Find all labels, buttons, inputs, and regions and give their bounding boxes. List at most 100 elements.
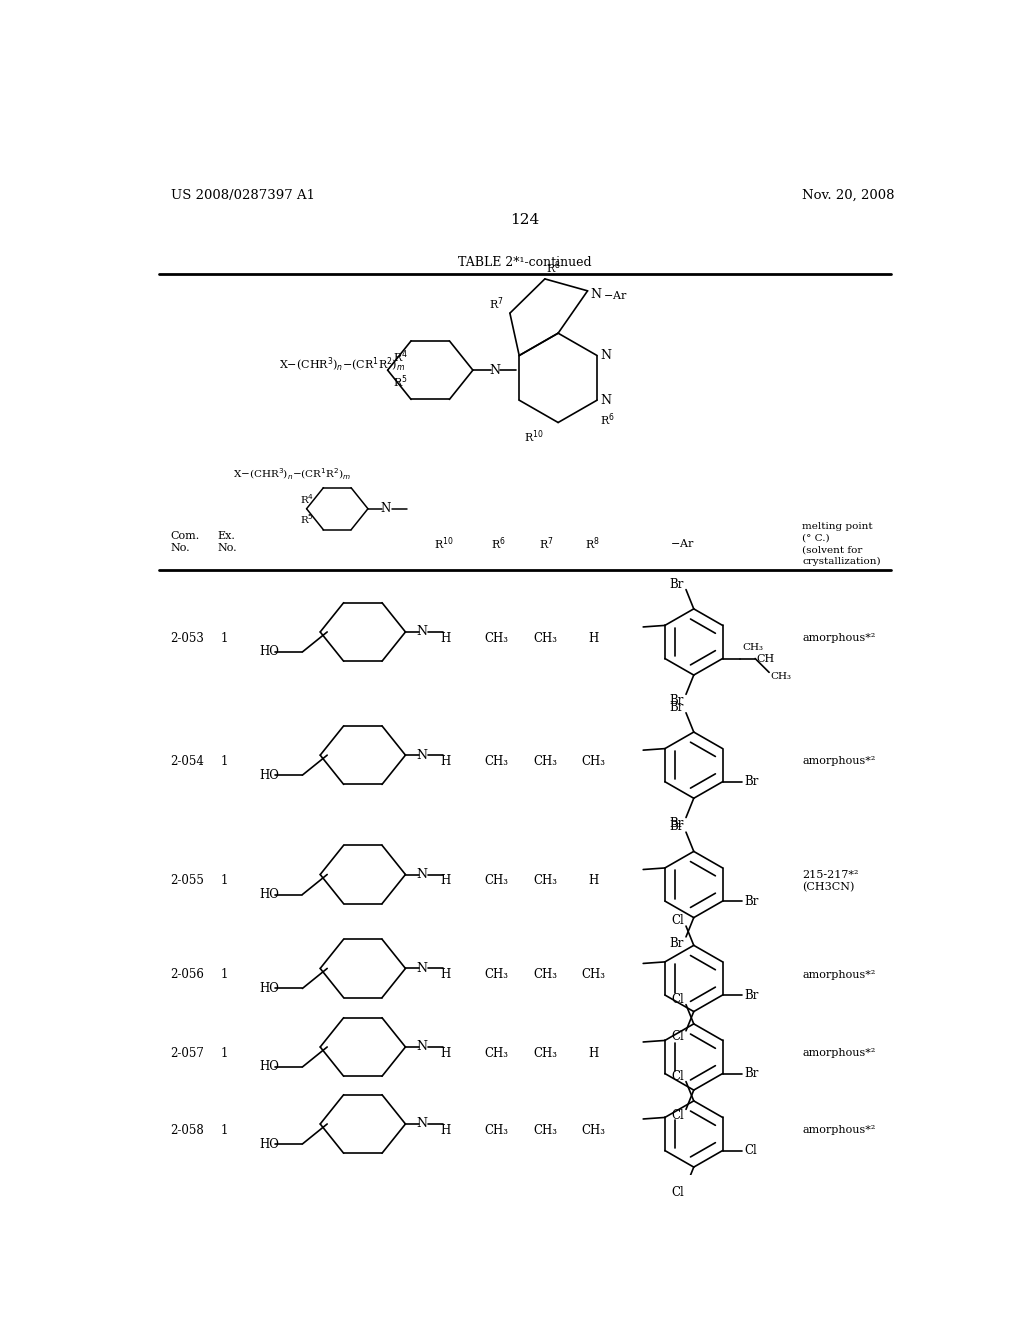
Text: Cl: Cl (671, 915, 684, 927)
Text: R$^8$: R$^8$ (586, 535, 600, 552)
Text: R$^{10}$: R$^{10}$ (524, 428, 544, 445)
Text: TABLE 2*¹-continued: TABLE 2*¹-continued (458, 256, 592, 269)
Text: Br: Br (744, 775, 759, 788)
Text: (solvent for: (solvent for (802, 545, 862, 554)
Text: CH₃: CH₃ (532, 1047, 557, 1060)
Text: R$^5$: R$^5$ (393, 374, 408, 389)
Text: CH₃: CH₃ (484, 1047, 508, 1060)
Text: amorphous*²: amorphous*² (802, 970, 876, 979)
Text: Br: Br (670, 701, 684, 714)
Text: H: H (440, 874, 451, 887)
Text: 215-217*²: 215-217*² (802, 870, 859, 879)
Text: R$^7$: R$^7$ (539, 535, 554, 552)
Text: Cl: Cl (671, 1069, 684, 1082)
Text: H: H (588, 631, 598, 644)
Text: R$^6$: R$^6$ (600, 411, 615, 428)
Text: N: N (380, 502, 390, 515)
Text: CH: CH (757, 653, 775, 664)
Text: 2-058: 2-058 (171, 1123, 205, 1137)
Text: 2-055: 2-055 (171, 874, 205, 887)
Text: Br: Br (670, 694, 684, 708)
Text: CH₃: CH₃ (581, 968, 605, 981)
Text: R$^{10}$: R$^{10}$ (434, 535, 454, 552)
Text: R$^5$: R$^5$ (300, 512, 314, 525)
Text: R$^8$: R$^8$ (547, 259, 561, 276)
Text: Cl: Cl (671, 1031, 684, 1044)
Text: melting point: melting point (802, 521, 872, 531)
Text: HO: HO (260, 768, 280, 781)
Text: X$-$(CHR$^3$)$_n$$-$(CR$^1$R$^2$)$_m$: X$-$(CHR$^3$)$_n$$-$(CR$^1$R$^2$)$_m$ (280, 355, 406, 374)
Text: 2-056: 2-056 (171, 968, 205, 981)
Text: Br: Br (744, 1067, 759, 1080)
Text: Br: Br (670, 936, 684, 949)
Text: HO: HO (260, 1138, 280, 1151)
Text: amorphous*²: amorphous*² (802, 756, 876, 767)
Text: CH₃: CH₃ (532, 755, 557, 768)
Text: CH₃: CH₃ (484, 1123, 508, 1137)
Text: (° C.): (° C.) (802, 533, 829, 543)
Text: No.: No. (217, 543, 237, 553)
Text: X$-$(CHR$^3$)$_n$$-$(CR$^1$R$^2$)$_m$: X$-$(CHR$^3$)$_n$$-$(CR$^1$R$^2$)$_m$ (232, 466, 350, 482)
Text: N: N (416, 626, 427, 639)
Text: CH₃: CH₃ (742, 643, 763, 652)
Text: amorphous*²: amorphous*² (802, 1125, 876, 1135)
Text: CH₃: CH₃ (484, 968, 508, 981)
Text: crystallization): crystallization) (802, 557, 881, 566)
Text: R$^4$: R$^4$ (393, 348, 409, 366)
Text: Com.: Com. (171, 531, 200, 541)
Text: N: N (416, 748, 427, 762)
Text: 2-057: 2-057 (171, 1047, 205, 1060)
Text: 1: 1 (221, 631, 228, 644)
Text: H: H (588, 874, 598, 887)
Text: H: H (440, 968, 451, 981)
Text: Br: Br (670, 820, 684, 833)
Text: HO: HO (260, 888, 280, 902)
Text: CH₃: CH₃ (581, 1123, 605, 1137)
Text: CH₃: CH₃ (532, 1123, 557, 1137)
Text: Ex.: Ex. (217, 531, 234, 541)
Text: H: H (440, 1047, 451, 1060)
Text: H: H (588, 1047, 598, 1060)
Text: 2-053: 2-053 (171, 631, 205, 644)
Text: 1: 1 (221, 1123, 228, 1137)
Text: 2-054: 2-054 (171, 755, 205, 768)
Text: HO: HO (260, 645, 280, 659)
Text: N: N (416, 1040, 427, 1053)
Text: 1: 1 (221, 755, 228, 768)
Text: N: N (591, 288, 602, 301)
Text: CH₃: CH₃ (484, 874, 508, 887)
Text: amorphous*²: amorphous*² (802, 634, 876, 643)
Text: R$^7$: R$^7$ (489, 296, 504, 313)
Text: CH₃: CH₃ (484, 755, 508, 768)
Text: 124: 124 (510, 213, 540, 227)
Text: 1: 1 (221, 874, 228, 887)
Text: CH₃: CH₃ (484, 631, 508, 644)
Text: CH₃: CH₃ (532, 631, 557, 644)
Text: Cl: Cl (671, 993, 684, 1006)
Text: Br: Br (744, 895, 759, 908)
Text: N: N (600, 393, 611, 407)
Text: Br: Br (670, 817, 684, 830)
Text: (CH3CN): (CH3CN) (802, 882, 855, 892)
Text: CH₃: CH₃ (581, 755, 605, 768)
Text: CH₃: CH₃ (532, 968, 557, 981)
Text: N: N (600, 348, 611, 362)
Text: CH₃: CH₃ (771, 672, 792, 681)
Text: H: H (440, 755, 451, 768)
Text: Cl: Cl (671, 1185, 684, 1199)
Text: $-$Ar: $-$Ar (671, 537, 695, 549)
Text: Br: Br (744, 989, 759, 1002)
Text: Cl: Cl (744, 1144, 757, 1158)
Text: No.: No. (171, 543, 190, 553)
Text: R$^4$: R$^4$ (300, 492, 314, 506)
Text: Cl: Cl (671, 1109, 684, 1122)
Text: 1: 1 (221, 968, 228, 981)
Text: R$^6$: R$^6$ (490, 535, 506, 552)
Text: HO: HO (260, 1060, 280, 1073)
Text: $-$Ar: $-$Ar (603, 289, 628, 301)
Text: N: N (416, 962, 427, 975)
Text: N: N (416, 1118, 427, 1130)
Text: Nov. 20, 2008: Nov. 20, 2008 (802, 189, 895, 202)
Text: amorphous*²: amorphous*² (802, 1048, 876, 1059)
Text: US 2008/0287397 A1: US 2008/0287397 A1 (171, 189, 314, 202)
